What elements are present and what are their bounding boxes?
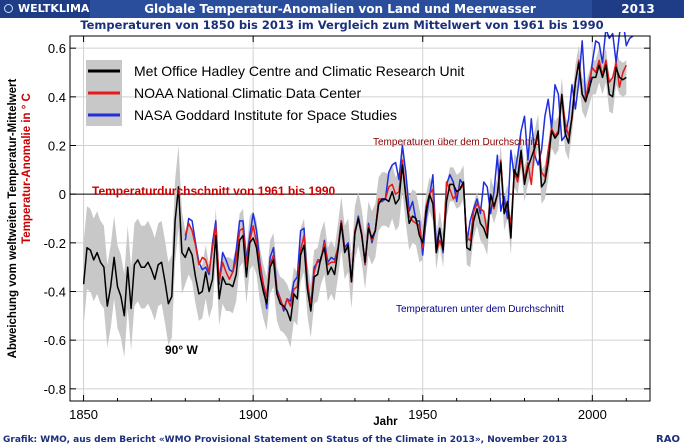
x-tick-label: 1900 (239, 407, 268, 422)
plot-frame (69, 35, 651, 402)
y-tick-label: 0.2 (48, 139, 66, 154)
longitude-label: 90° W (165, 343, 198, 357)
x-tick-label: 2000 (578, 407, 607, 422)
y-tick-label: 0.6 (48, 41, 66, 56)
y-tick-label: 0.4 (48, 90, 66, 105)
series-lines (82, 32, 634, 322)
footer: Grafik: WMO, aus dem Bericht «WMO Provis… (0, 434, 684, 448)
brand-label: WELTKLIMA (18, 2, 90, 15)
y-axis-title: Abweichung vom weltweiten Temperatur-Mit… (7, 79, 19, 359)
below-average-label: Temperaturen unter dem Durchschnitt (396, 304, 564, 315)
legend-entry-noaa: NOAA National Climatic Data Center (134, 85, 362, 101)
x-axis-title: Jahr (373, 416, 398, 428)
banner-title: Globale Temperatur-Anomalien von Land un… (144, 2, 536, 16)
above-average-label: Temperaturen über dem Durchschnitt (373, 137, 538, 148)
brand-badge: WELTKLIMA (0, 0, 90, 18)
y-tick-label: -0.6 (44, 333, 66, 348)
legend-entry-nasa: NASA Goddard Institute for Space Studies (134, 107, 397, 123)
footer-logo: RAO (656, 434, 680, 445)
reference-period-label: Temperaturdurchschnitt von 1961 bis 1990 (92, 184, 336, 198)
temperature-anomaly-chart: -0.8 -0.6 -0.4 -0.2 0 0.2 0.4 0.6 1850 1900 1950 20… (7, 32, 651, 428)
x-tick-label: 1950 (408, 407, 437, 422)
y-tick-label: -0.8 (44, 382, 66, 397)
y-tick-label: -0.4 (44, 285, 66, 300)
globe-icon (4, 4, 13, 13)
annotations: Temperaturdurchschnitt von 1961 bis 1990… (92, 137, 564, 357)
y-tick-label: -0.2 (44, 236, 66, 251)
series-line-hadley (82, 62, 627, 322)
chart-subtitle: Temperaturen von 1850 bis 2013 im Vergle… (80, 18, 604, 32)
legend: Met Office Hadley Centre and Climatic Re… (86, 60, 465, 126)
x-tick-label: 1850 (69, 407, 98, 422)
top-banner: WELTKLIMA Globale Temperatur-Anomalien v… (0, 0, 684, 18)
axes: -0.8 -0.6 -0.4 -0.2 0 0.2 0.4 0.6 1850 1900 1950 20… (7, 35, 651, 428)
footer-credit: Grafik: WMO, aus dem Bericht «WMO Provis… (3, 435, 568, 445)
y-tick-label: 0 (59, 187, 66, 202)
legend-entry-hadley: Met Office Hadley Centre and Climatic Re… (134, 63, 465, 79)
y-axis-subtitle: Temperatur-Anomalie in ° C (21, 93, 33, 244)
year-badge: 2013 (592, 0, 684, 18)
